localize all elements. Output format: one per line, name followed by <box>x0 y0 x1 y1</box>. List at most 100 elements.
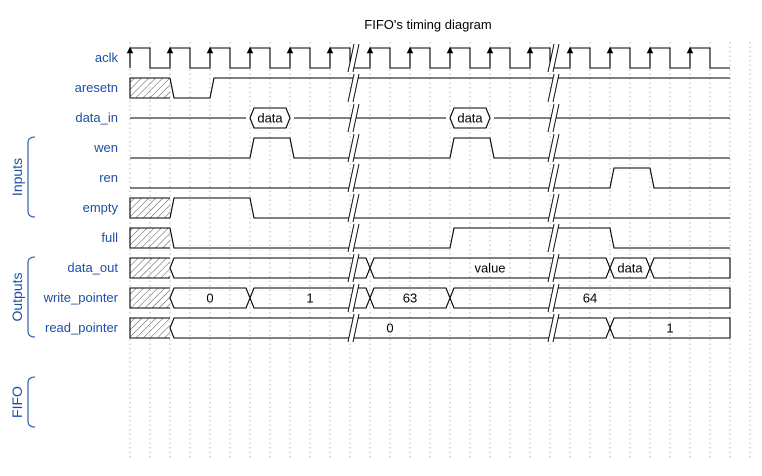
signal-label-ren: ren <box>99 170 118 185</box>
gap-mask <box>548 44 559 72</box>
gap-line <box>347 103 355 133</box>
gap-line <box>352 163 360 193</box>
waveform-write-pointer: 0 1 63 64 <box>129 287 731 309</box>
gap-line <box>547 163 555 193</box>
bus-value-cell <box>449 107 491 129</box>
signal-label-data-out: data_out <box>67 260 118 275</box>
signal-label-read-pointer: read_pointer <box>45 320 119 335</box>
bit-wave <box>130 167 730 189</box>
gap-line <box>352 133 360 163</box>
group-fifo: FIFO <box>9 376 36 428</box>
bus-value-text: 1 <box>306 291 313 306</box>
gap-line <box>552 313 560 343</box>
time-gap-mark <box>347 283 360 313</box>
gap-line <box>547 253 555 283</box>
time-gap-mark <box>547 73 560 103</box>
time-gap-mark <box>347 253 360 283</box>
gap-line <box>347 43 355 73</box>
time-gap-mark <box>347 193 360 223</box>
gap-line <box>547 313 555 343</box>
gap-line <box>352 193 360 223</box>
waveform-wen <box>130 137 730 159</box>
gap-line <box>552 103 560 133</box>
group-outputs: Outputs <box>9 256 36 338</box>
gap-line <box>352 223 360 253</box>
gap-line <box>352 73 360 103</box>
gap-line <box>552 253 560 283</box>
bus-value-text: 63 <box>403 291 417 306</box>
gap-line <box>547 223 555 253</box>
time-gap-mark <box>547 43 560 73</box>
gap-line <box>552 43 560 73</box>
undefined-outline <box>129 227 170 249</box>
bus-value-cell <box>609 257 651 279</box>
gap-mask <box>548 224 559 252</box>
undefined-outline <box>129 317 170 339</box>
gap-mask <box>348 44 359 72</box>
waveform-data-out: value data <box>129 257 731 279</box>
bus-value-text: 0 <box>206 291 213 306</box>
gap-mask <box>348 224 359 252</box>
gap-line <box>552 73 560 103</box>
signal-label-empty: empty <box>83 200 119 215</box>
bus-value-cell <box>449 287 731 309</box>
gap-line <box>547 73 555 103</box>
diagram-title: FIFO's timing diagram <box>364 17 491 32</box>
gap-line <box>547 43 555 73</box>
gap-mask <box>548 134 559 162</box>
gap-line <box>352 43 360 73</box>
time-gap-mark <box>547 133 560 163</box>
time-gap-mark <box>547 283 560 313</box>
group-brace <box>27 256 36 338</box>
time-gap-mark <box>347 163 360 193</box>
gap-line <box>552 163 560 193</box>
undefined-region <box>130 198 170 218</box>
gap-line <box>347 73 355 103</box>
bus-value-cell <box>249 107 291 129</box>
gap-line <box>547 133 555 163</box>
gap-line <box>547 193 555 223</box>
time-gap-mark <box>347 313 360 343</box>
time-gap-mark <box>547 253 560 283</box>
undefined-region <box>130 258 170 278</box>
bus-value-cell <box>169 257 371 279</box>
gap-line <box>347 253 355 283</box>
time-gap-mark <box>547 313 560 343</box>
group-brace <box>27 376 36 428</box>
time-gap-mark <box>547 103 560 133</box>
group-label-outputs: Outputs <box>9 272 25 321</box>
waveform-ren <box>130 167 730 189</box>
gap-mask <box>548 74 559 102</box>
bit-wave <box>169 77 730 99</box>
signal-label-write-pointer: write_pointer <box>43 290 119 305</box>
gap-mask <box>548 164 559 192</box>
gap-line <box>347 133 355 163</box>
bus-value-cell <box>169 287 251 309</box>
time-gap-mark <box>347 73 360 103</box>
gap-line <box>552 193 560 223</box>
signal-label-aclk: aclk <box>95 50 119 65</box>
gap-line <box>352 103 360 133</box>
time-gaps <box>347 43 560 343</box>
bus-value-text: 0 <box>386 321 393 336</box>
signal-label-full: full <box>101 230 118 245</box>
group-label-inputs: Inputs <box>9 158 25 196</box>
signal-label-aresetn: aresetn <box>75 80 118 95</box>
bus-value-cell <box>369 287 451 309</box>
time-gap-mark <box>347 103 360 133</box>
gap-mask <box>348 194 359 222</box>
gap-line <box>352 283 360 313</box>
signal-label-wen: wen <box>93 140 118 155</box>
gap-mask <box>348 104 359 132</box>
undefined-region <box>130 288 170 308</box>
gap-line <box>547 283 555 313</box>
gap-mask <box>548 314 559 342</box>
undefined-outline <box>129 287 170 309</box>
gap-mask <box>348 164 359 192</box>
gap-mask <box>348 314 359 342</box>
gap-line <box>347 223 355 253</box>
grid-lines <box>129 42 751 460</box>
